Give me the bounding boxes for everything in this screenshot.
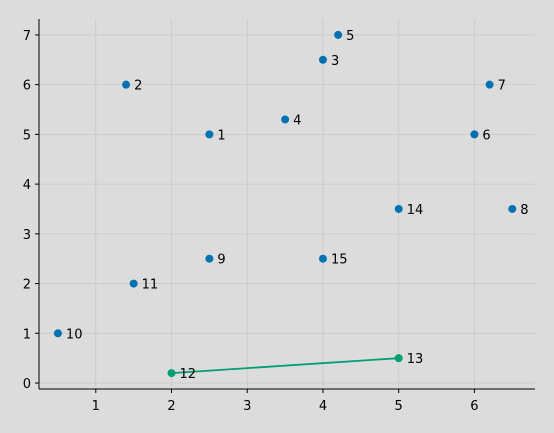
point-label: 9 [217,253,225,268]
point-label: 2 [134,79,142,94]
x-tick-label: 1 [92,399,100,414]
y-tick-label: 5 [23,128,31,143]
data-point [129,279,138,288]
data-point [205,130,214,139]
data-point [394,354,403,363]
data-point [485,80,494,89]
y-tick-label: 4 [23,178,31,193]
grid [39,19,535,389]
x-tick-label: 3 [243,399,251,414]
data-point [53,329,62,338]
y-tick-label: 6 [23,79,31,94]
point-label: 7 [498,79,506,94]
data-point [318,55,327,64]
x-tick-label: 5 [395,399,403,414]
edge-line [171,357,399,374]
data-point [318,254,327,263]
data-point [470,130,479,139]
data-point [334,30,343,39]
y-tick-label: 7 [23,29,31,44]
point-label: 4 [293,113,301,128]
point-label: 15 [331,253,348,268]
data-point [394,204,403,213]
y-tick-label: 2 [23,278,31,293]
y-ticks: 0 1 2 3 4 5 6 7 [23,29,39,392]
y-tick-label: 3 [23,228,31,243]
x-ticks: 1 2 3 4 5 6 [92,389,479,414]
data-point [122,80,131,89]
data-point [508,204,517,213]
data-point [167,369,176,378]
y-tick-label: 0 [23,377,31,392]
point-label: 5 [346,29,354,44]
axes [38,19,535,390]
point-label: 1 [217,128,225,143]
point-label: 14 [407,203,424,218]
y-tick-label: 1 [23,327,31,342]
point-label: 3 [331,54,339,69]
point-label: 12 [180,367,197,382]
point-label: 8 [520,203,528,218]
data-point [205,254,214,263]
x-tick-label: 2 [167,399,175,414]
point-label: 6 [482,128,490,143]
point-label: 10 [66,327,83,342]
data-point [281,115,290,124]
edges [171,357,399,374]
point-label: 11 [142,278,159,293]
x-tick-label: 4 [319,399,327,414]
point-label: 13 [407,352,424,367]
x-tick-label: 6 [470,399,478,414]
